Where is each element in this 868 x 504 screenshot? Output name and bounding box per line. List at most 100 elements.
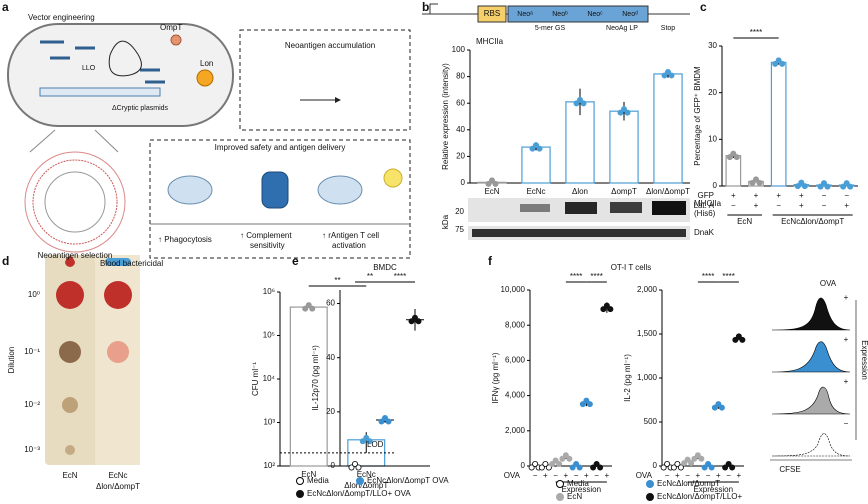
y-tick-label: 0 [331,461,336,470]
construct-label: Stop [661,25,676,32]
data-point [730,150,737,157]
data-point [549,460,556,467]
row-name: OVA [504,471,521,480]
data-point [756,179,763,186]
y-tick-label: 10³ [263,418,275,427]
x-tick-label: EcN [301,470,316,479]
bar [521,146,551,184]
flow-x-label: CFSE [779,465,800,474]
ova-sign: + [737,471,742,480]
sig-label: ** [367,272,373,281]
row-sign: + [799,201,804,210]
data-point [726,154,733,161]
data-point [485,180,492,187]
blot-band-label: (His6) [694,209,716,218]
ova-sign: + [716,471,721,480]
ova-sign: − [574,471,579,480]
sig-label: **** [702,272,714,281]
dish-x-label: EcNc [108,471,127,480]
ova-sign: + [584,471,589,480]
y-tick-label: 10⁵ [263,331,275,340]
data-point [674,460,681,467]
schematic-label: Neoantigen selection [38,251,113,260]
y-tick-label: 80 [456,72,465,81]
chart-title: OT-I T cells [611,263,652,272]
construct-label: NeoAg LP [606,25,638,32]
flow-sign: − [844,419,849,428]
data-point [302,305,309,312]
y-axis-label: CFU ml⁻¹ [251,362,260,396]
data-point [753,176,760,183]
schematic-label: ↑ Phagocytosis [158,235,212,244]
schematic-label: ↑ rAntigen T cell [322,231,379,240]
data-point [779,60,786,67]
y-tick-label: 10⁴ [263,374,276,383]
data-point [533,142,540,149]
data-point [665,68,672,75]
y-tick-label: 6,000 [505,356,526,365]
blot-band-label: DnaK [694,228,715,237]
chart-title: BMDC [373,263,397,272]
flow-sign: + [844,293,849,302]
panel-label: c [700,0,707,14]
bar [653,73,683,184]
ova-sign: + [564,471,569,480]
data-point [772,60,779,67]
data-point [684,456,691,463]
x-axis-label: Expression [561,485,601,494]
data-point [580,100,587,107]
ova-sign: − [706,471,711,480]
x-tick-label: Δlon [572,187,588,196]
y-tick-label: 500 [644,417,658,426]
ova-sign: − [665,471,670,480]
group-label: EcN [737,217,752,226]
data-point [309,305,316,312]
data-point [385,418,392,425]
y-tick-label: 2,000 [637,285,658,294]
data-point [664,460,671,467]
data-point [559,455,566,462]
x-tick-label: EcNc [357,470,376,479]
x-axis-label: Expression [693,485,733,494]
ova-sign: − [553,471,558,480]
data-point [366,438,373,445]
data-point [579,401,586,408]
row-sign: − [822,201,827,210]
data-point [597,464,604,471]
row-name: OVA [636,471,653,480]
y-tick-label: 0 [713,181,718,190]
data-point [735,333,742,340]
data-point [691,455,698,462]
ova-sign: + [543,471,548,480]
data-point [732,336,739,343]
data-point [355,464,362,471]
x-tick-label: EcNc [526,187,545,196]
row-name: Lat. A [694,201,715,210]
data-point [688,460,695,467]
data-point [698,455,705,462]
y-tick-label: 60 [326,299,335,308]
group-label: EcNcΔlon/ΔompT [781,217,844,226]
flow-histograms [770,297,857,461]
data-point [381,414,388,421]
schematic-label: LLO [82,65,96,72]
data-point [661,72,668,79]
ova-sign: − [594,471,599,480]
blot [468,198,690,240]
legend-swatch [646,480,654,488]
y-axis-label: IL-2 (pg ml⁻¹) [623,354,632,402]
schematic-label: Neoantigen accumulation [285,41,375,50]
data-point [600,306,607,313]
data-point [715,401,722,408]
data-point [552,457,559,464]
data-point [821,180,828,187]
data-point [817,183,824,190]
schematic-label: activation [332,241,366,250]
dilution-label: 10⁻³ [24,445,40,454]
construct [422,3,690,23]
row-sign: − [822,191,827,200]
row-sign: + [776,191,781,200]
y-tick-label: 40 [456,125,465,134]
x-tick-label: Δlon/ΔompT [646,187,690,196]
